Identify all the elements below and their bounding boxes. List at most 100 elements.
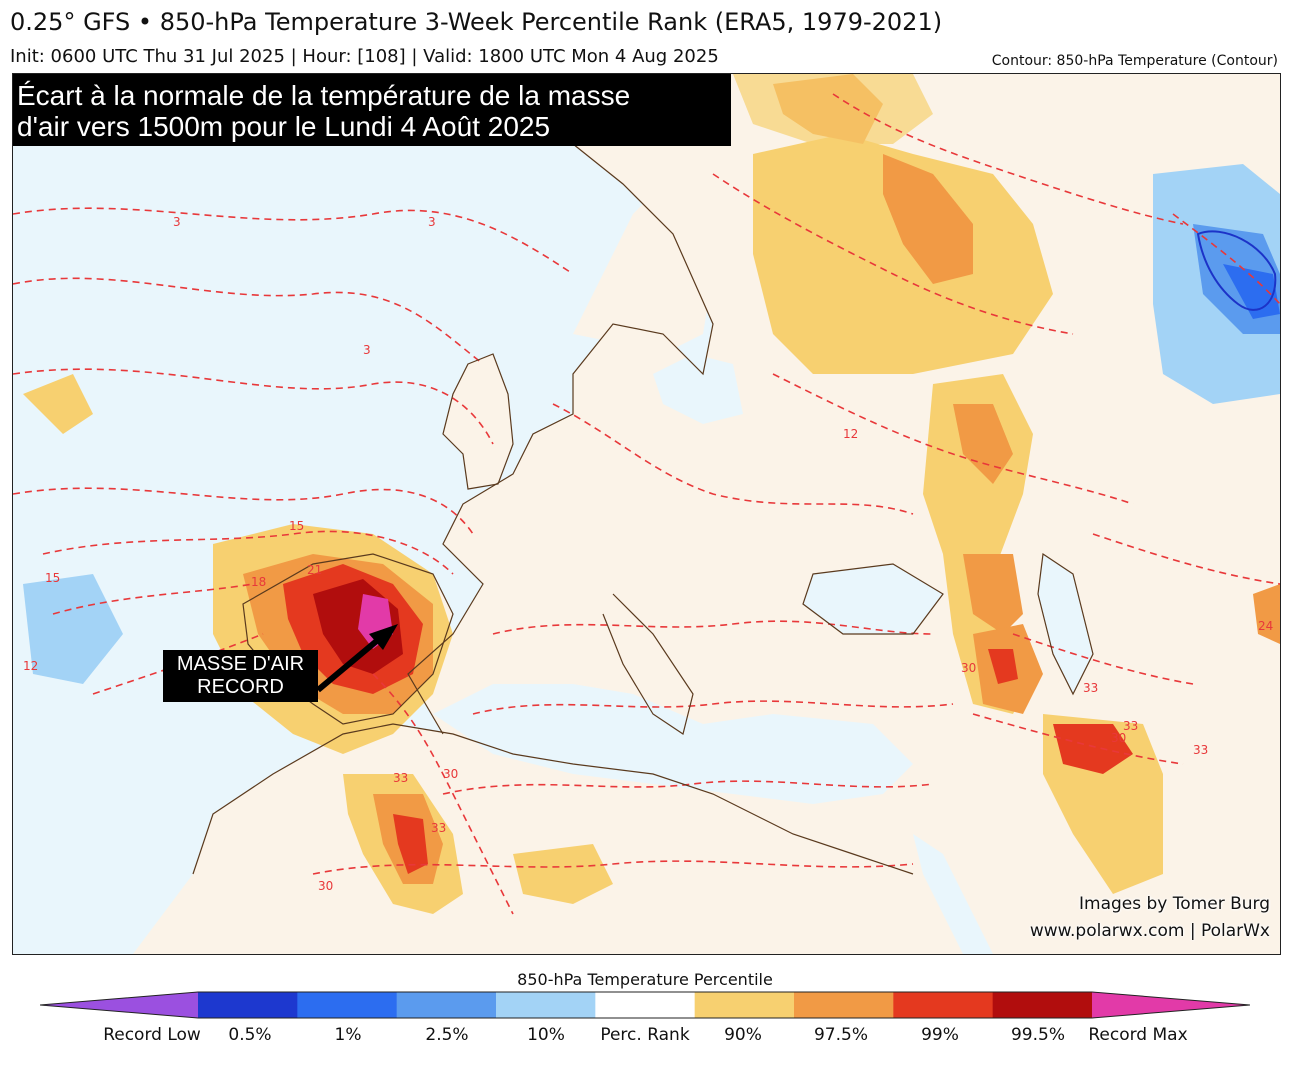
turkey-land bbox=[773, 624, 973, 694]
red-sea bbox=[913, 834, 993, 954]
contour-line bbox=[372, 673, 514, 915]
contour-line bbox=[972, 713, 1184, 765]
cold-contour bbox=[1196, 230, 1277, 311]
hot-plume-north-africa-red bbox=[393, 814, 428, 874]
contour-label: 18 bbox=[251, 575, 266, 589]
warm-area-russia-core bbox=[883, 154, 973, 284]
legend-label: 90% bbox=[724, 1025, 762, 1045]
hot-spot-libya bbox=[513, 844, 613, 904]
contour-label: 33 bbox=[1083, 681, 1098, 695]
coastline bbox=[802, 563, 944, 635]
legend-colorbar bbox=[40, 991, 1250, 1019]
warm-area-north-pale bbox=[733, 74, 933, 144]
legend-label: 99% bbox=[921, 1025, 959, 1045]
contour-label: 30 bbox=[961, 661, 976, 675]
contour-line bbox=[13, 277, 484, 365]
headline-banner: Écart à la normale de la température de … bbox=[13, 74, 731, 146]
legend-swatch bbox=[40, 992, 198, 1018]
warm-area-turkey bbox=[963, 554, 1023, 634]
contour-label: 33 bbox=[393, 771, 408, 785]
annotation-line: MASSE D'AIR bbox=[176, 653, 305, 675]
contour-line bbox=[772, 373, 1134, 505]
legend-title: 850-hPa Temperature Percentile bbox=[517, 970, 773, 989]
contour-label: 24 bbox=[1258, 619, 1273, 633]
legend-label: 1% bbox=[334, 1025, 362, 1045]
legend-label: 0.5% bbox=[228, 1025, 272, 1045]
caspian-sea bbox=[1038, 554, 1093, 694]
contour-line bbox=[52, 583, 254, 615]
contour-line bbox=[42, 530, 454, 575]
hot-area-levant-core bbox=[988, 649, 1018, 684]
warm-pocket-atlantic bbox=[23, 374, 93, 434]
contour-line bbox=[832, 93, 1184, 225]
record-annotation: MASSE D'AIR RECORD bbox=[163, 650, 318, 702]
contour-label: 12 bbox=[23, 659, 38, 673]
anomaly-shading bbox=[23, 74, 1280, 914]
contour-label: 30 bbox=[443, 767, 458, 781]
legend-swatch bbox=[694, 992, 795, 1018]
legend-swatch bbox=[496, 992, 596, 1018]
legend-swatch bbox=[595, 992, 696, 1018]
coastline bbox=[442, 353, 514, 490]
contour-line bbox=[1092, 533, 1280, 585]
coastline bbox=[407, 74, 714, 735]
contour-label: 15 bbox=[289, 519, 304, 533]
contour-line bbox=[13, 207, 574, 275]
legend-swatch bbox=[794, 992, 894, 1018]
contour-label: 30 bbox=[318, 879, 333, 893]
legend-label: Perc. Rank bbox=[600, 1025, 690, 1045]
coastline bbox=[192, 723, 914, 875]
legend-swatch bbox=[297, 992, 398, 1018]
legend-swatch bbox=[893, 992, 994, 1018]
annotation-line: RECORD bbox=[197, 676, 284, 698]
chart-title: 0.25° GFS • 850-hPa Temperature 3-Week P… bbox=[10, 8, 943, 36]
contour-line bbox=[472, 700, 954, 715]
contour-line bbox=[492, 620, 934, 635]
contour-label: 15 bbox=[45, 571, 60, 585]
legend-swatch bbox=[1092, 992, 1250, 1018]
weather-map: 3 3 3 12 12 15 15 18 21 30 30 30 33 33 3… bbox=[12, 73, 1281, 955]
inland-seas bbox=[433, 354, 1093, 954]
legend-label: Record Low bbox=[103, 1025, 201, 1045]
contour-label: 33 bbox=[431, 821, 446, 835]
headline-line: Écart à la normale de la température de … bbox=[17, 80, 631, 111]
mediterranean-sea bbox=[433, 684, 913, 804]
warm-area-russia bbox=[753, 134, 1053, 374]
coastlines bbox=[192, 74, 1094, 875]
contour-line bbox=[1172, 213, 1280, 305]
contour-label: 21 bbox=[307, 563, 322, 577]
credit-author: Images by Tomer Burg bbox=[1079, 894, 1270, 914]
britain-land bbox=[443, 354, 513, 489]
legend-swatch bbox=[396, 992, 497, 1018]
contour-label: 3 bbox=[173, 215, 181, 229]
contour-line bbox=[312, 860, 914, 875]
contour-line bbox=[552, 403, 914, 515]
run-info: Init: 0600 UTC Thu 31 Jul 2025 | Hour: [… bbox=[10, 46, 719, 67]
legend-label: 2.5% bbox=[425, 1025, 469, 1045]
hot-area-persian-gulf-core bbox=[1053, 724, 1133, 774]
contour-label: 30 bbox=[1111, 731, 1126, 745]
contour-line bbox=[712, 173, 1074, 335]
legend-labels: Record Low 0.5% 1% 2.5% 10% Perc. Rank 9… bbox=[0, 1024, 1290, 1048]
headline-line: d'air vers 1500m pour le Lundi 4 Août 20… bbox=[17, 111, 551, 142]
legend-label: Record Max bbox=[1088, 1025, 1188, 1045]
legend-label: 10% bbox=[527, 1025, 565, 1045]
temperature-contours bbox=[13, 93, 1280, 915]
contour-label: 3 bbox=[363, 343, 371, 357]
contour-label: 3 bbox=[428, 215, 436, 229]
baltic-sea bbox=[653, 354, 743, 424]
hot-area-iran-east bbox=[1253, 584, 1280, 644]
contour-note: Contour: 850-hPa Temperature (Contour) bbox=[991, 53, 1278, 69]
contour-label: 33 bbox=[1123, 719, 1138, 733]
cold-patch-atlantic bbox=[23, 574, 123, 684]
legend-label: 99.5% bbox=[1010, 1025, 1066, 1045]
map-canvas: 3 3 3 12 12 15 15 18 21 30 30 30 33 33 3… bbox=[13, 74, 1280, 954]
italy-land bbox=[603, 594, 693, 734]
coastline bbox=[602, 593, 694, 735]
warm-band-east-core bbox=[953, 404, 1013, 484]
legend-swatch bbox=[198, 992, 298, 1018]
record-arrow bbox=[316, 624, 398, 693]
legend-label: 97.5% bbox=[813, 1025, 869, 1045]
legend-outline bbox=[40, 991, 1250, 1019]
legend-swatch bbox=[992, 992, 1093, 1018]
